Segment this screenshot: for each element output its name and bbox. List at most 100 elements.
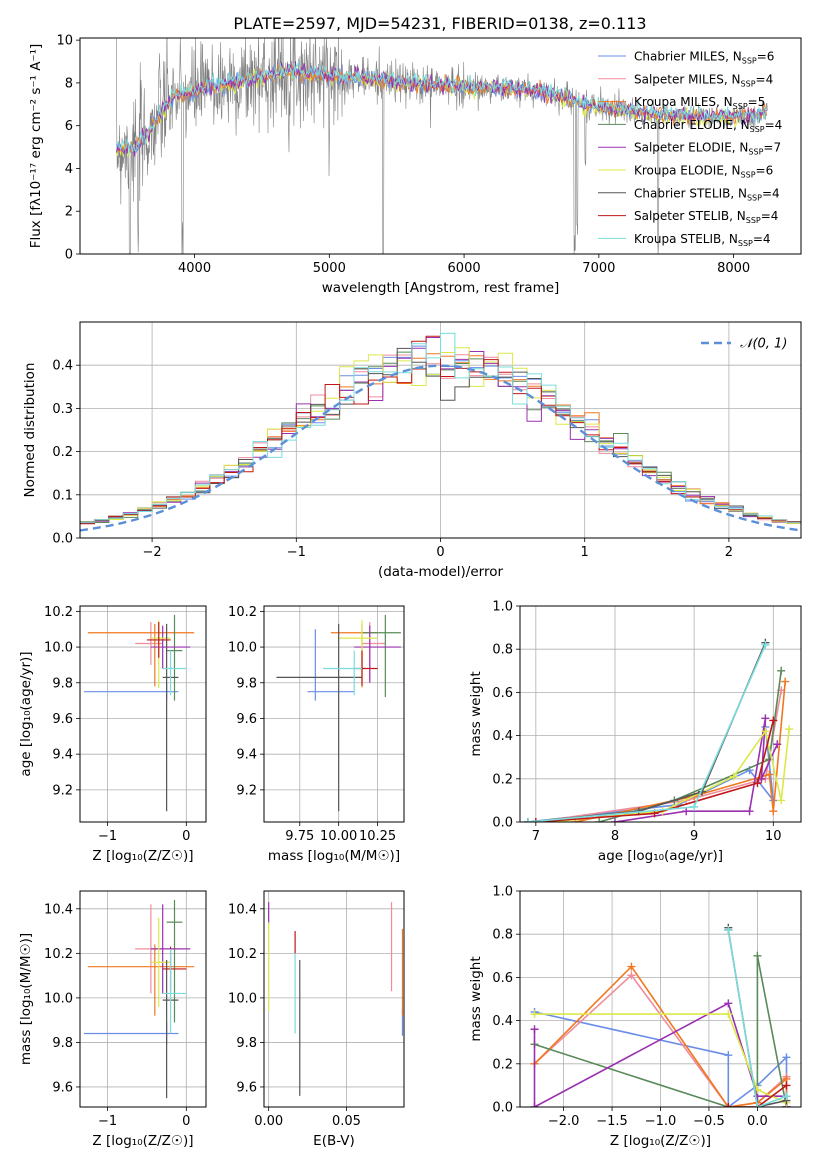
errorbar-point-chabrier_elodie <box>362 614 401 698</box>
gridlines <box>520 890 801 1108</box>
y-axis-label: age [log₁₀(age/yr)] <box>18 651 34 776</box>
y-tick-label: 9.6 <box>236 712 257 727</box>
y-tick-label: 9.8 <box>52 1036 73 1051</box>
weight-marker-chabrier_elodie <box>753 951 762 960</box>
legend-text: Salpeter STELIB, N <box>634 209 746 223</box>
y-tick-label: 1.0 <box>492 600 513 615</box>
axes-frame <box>519 605 802 823</box>
age-vs-metallicity-panel: −1 0 9.2 9.4 9.6 9.8 10.0 10.2 Z [log₁₀(Z/Z☉)] ag… <box>18 605 207 864</box>
weight-marker-salpeter_elodie <box>761 714 770 723</box>
y-tick-label: 0.6 <box>492 686 513 701</box>
legend-subscript: SSP <box>741 171 756 180</box>
x-tick-label: 10 <box>765 829 782 844</box>
y-tick-label: 0.8 <box>492 928 513 943</box>
errorbar-point-kroupa_miles <box>87 623 195 687</box>
axes-frame <box>263 605 405 823</box>
errorbar-point-salpeter_miles <box>362 622 386 680</box>
y-tick-label: 9.2 <box>236 783 257 798</box>
errorbar-point-chabrier_elodie <box>166 614 183 701</box>
model-spectrum-kroupa_stelib <box>115 60 767 154</box>
x-tick-label: 0 <box>182 1114 190 1129</box>
mass-vs-ebv-panel: 0.00 0.05 9.6 9.8 10.0 10.2 10.4 E(B-V) <box>228 890 405 1149</box>
y-tick-label: 9.8 <box>236 676 257 691</box>
weight-line-chabrier_miles <box>534 1011 788 1107</box>
legend-count: =7 <box>763 141 781 155</box>
weight-marker-kroupa_elodie <box>530 1010 539 1019</box>
errorbar-point-kroupa_miles <box>87 944 195 1016</box>
y-tick-label: 0.8 <box>492 643 513 658</box>
normal-distribution-curve <box>80 364 801 532</box>
y-tick-label: 0.1 <box>52 488 73 503</box>
x-axis-label: (data-model)/error <box>378 564 504 580</box>
x-tick-label: 5000 <box>313 261 346 276</box>
errorbar-point-kroupa_elodie <box>150 917 171 1007</box>
weight-marker-salpeter_elodie <box>773 740 782 749</box>
y-tick-label: 0.4 <box>492 729 513 744</box>
legend-subscript: SSP <box>748 148 763 157</box>
legend-count: =4 <box>753 232 771 246</box>
weight-marker-salpeter_elodie <box>745 807 754 816</box>
histogram-salpeter_stelib <box>80 335 801 525</box>
weight-marker-salpeter_elodie <box>530 1103 539 1107</box>
y-axis-label: Flux [fλ10⁻¹⁷ erg cm⁻² s⁻¹ A⁻¹] <box>28 44 44 249</box>
weight-line-kroupa_elodie <box>551 729 790 822</box>
legend-label-chabrier_stelib: Chabrier STELIB, NSSP=4 <box>634 186 780 202</box>
age-vs-mass-panel: 9.75 10.00 10.25 9.2 9.4 9.6 9.8 10.0 10.2 mass [… <box>228 605 405 864</box>
y-tick-label: 0.0 <box>492 1101 513 1116</box>
y-tick-label: 10.0 <box>44 991 73 1006</box>
legend-subscript: SSP <box>738 239 753 248</box>
weight-marker-chabrier_miles <box>782 1053 791 1062</box>
legend-subscript: SSP <box>747 193 762 202</box>
errorbar-point-kroupa_stelib <box>323 650 362 696</box>
weight-marker-kroupa_miles <box>781 677 790 686</box>
y-tick-label: 0.0 <box>52 532 73 547</box>
errorbar-point-chabrier_miles <box>307 629 355 701</box>
y-tick-label: 0.0 <box>492 816 513 831</box>
legend-subscript: SSP <box>750 125 765 134</box>
gridlines <box>264 606 404 822</box>
x-tick-label: 6000 <box>448 261 481 276</box>
legend-label-salpeter_miles: Salpeter MILES, NSSP=4 <box>634 72 773 88</box>
x-tick-label: 9 <box>690 829 698 844</box>
spectrum-panel: 4000 5000 6000 7000 8000 0 2 4 6 8 10 wavelength [A… <box>28 34 802 296</box>
legend-text: Salpeter ELODIE, N <box>634 141 748 155</box>
legend-text: Kroupa STELIB, N <box>634 232 738 246</box>
legend-subscript: SSP <box>746 216 761 225</box>
legend-count: =6 <box>756 164 774 178</box>
weight-marker-kroupa_miles <box>765 770 774 779</box>
y-tick-label: 0.2 <box>492 772 513 787</box>
weight-marker-salpeter_elodie <box>530 1025 539 1034</box>
weight-marker-kroupa_elodie <box>785 725 794 734</box>
weight-line-salpeter_miles <box>535 690 782 822</box>
x-tick-label: 10.00 <box>320 829 357 844</box>
errorbar-point-chabrier_elodie <box>166 899 183 1023</box>
axes-frame <box>79 890 207 1108</box>
y-tick-label: 10.2 <box>228 947 257 962</box>
x-tick-label: −1.0 <box>645 1114 677 1129</box>
legend-text: Salpeter MILES, N <box>634 72 741 86</box>
x-axis-label: age [log₁₀(age/yr)] <box>598 848 723 864</box>
x-tick-label: −2.0 <box>548 1114 580 1129</box>
x-tick-label: 0.0 <box>747 1114 768 1129</box>
y-tick-label: 9.6 <box>52 1080 73 1095</box>
errorbar-point-chabrier_miles <box>83 1022 179 1045</box>
x-tick-label: −1 <box>98 829 117 844</box>
metallicity-weights-panel: −2.0 −1.5 −1.0 −0.5 0.0 0.0 0.2 0.4 0.6 0.8 1.0 Z [… <box>468 885 802 1149</box>
weight-marker-chabrier_elodie <box>777 666 786 675</box>
weight-marker-chabrier_miles <box>724 1051 733 1060</box>
x-tick-label: 1 <box>581 545 589 560</box>
axes-frame <box>263 890 405 1108</box>
weight-line-salpeter_stelib <box>535 720 775 822</box>
x-tick-label: 8000 <box>717 261 750 276</box>
weight-marker-chabrier_elodie <box>595 818 604 822</box>
y-tick-label: 0.2 <box>52 445 73 460</box>
weight-series-kroupa_stelib <box>523 640 770 822</box>
legend-text: Chabrier MILES, N <box>634 50 742 64</box>
y-tick-label: 10.0 <box>44 641 73 656</box>
errorbar-point-kroupa_stelib <box>162 650 187 696</box>
figure-title: PLATE=2597, MJD=54231, FIBERID=0138, z=0… <box>233 14 646 33</box>
weight-series-chabrier_stelib <box>523 638 770 822</box>
y-tick-label: 9.8 <box>52 676 73 691</box>
age-weights-panel: 7 8 9 10 0.0 0.2 0.4 0.6 0.8 1.0 age [log₁₀(age/yr… <box>468 600 802 864</box>
weight-marker-kroupa_stelib <box>724 925 733 934</box>
